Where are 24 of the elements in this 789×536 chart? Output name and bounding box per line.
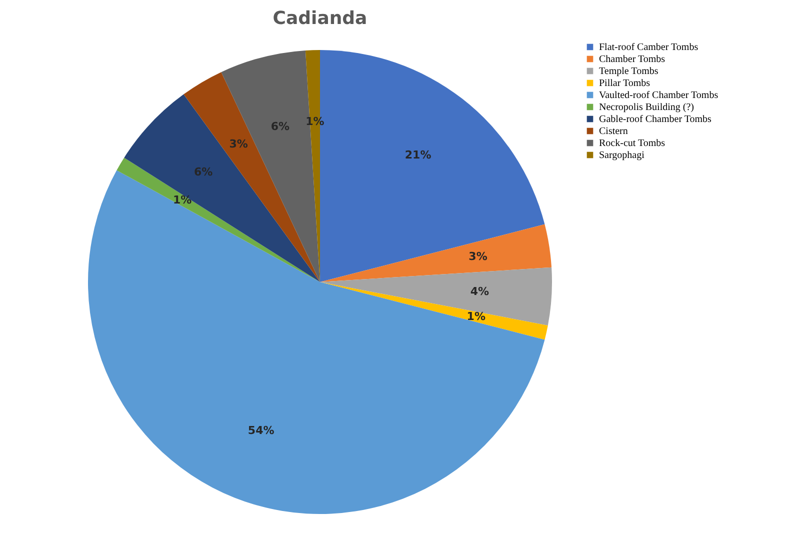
pie-slice: [116, 158, 320, 282]
data-label: 4%: [470, 285, 490, 298]
legend-label: Flat-roof Camber Tombs: [599, 42, 698, 53]
legend-label: Temple Tombs: [599, 66, 658, 77]
data-label: 1%: [172, 194, 192, 207]
data-label: 3%: [468, 250, 488, 263]
pie-slice: [320, 282, 548, 340]
data-label: 3%: [229, 137, 248, 150]
data-label: 6%: [194, 165, 213, 178]
legend-label: Necropolis Building (?): [599, 102, 694, 113]
data-label: 54%: [248, 424, 274, 437]
chart-title: Cadianda: [272, 8, 368, 29]
pie-slice: [320, 267, 552, 326]
data-label: 1%: [466, 310, 486, 323]
legend-label: Chamber Tombs: [599, 54, 666, 65]
legend-label: Rock-cut Tombs: [599, 138, 666, 149]
data-label: 21%: [404, 148, 432, 162]
pie-slice: [320, 224, 552, 282]
data-label: 6%: [270, 120, 290, 134]
legend-label: Gable-roof Chamber Tombs: [599, 114, 712, 125]
legend-label: Pillar Tombs: [599, 78, 650, 89]
legend-label: Sargophagi: [599, 150, 645, 161]
legend-label: Cistern: [599, 126, 628, 137]
legend-label: Vaulted-roof Chamber Tombs: [599, 90, 718, 101]
